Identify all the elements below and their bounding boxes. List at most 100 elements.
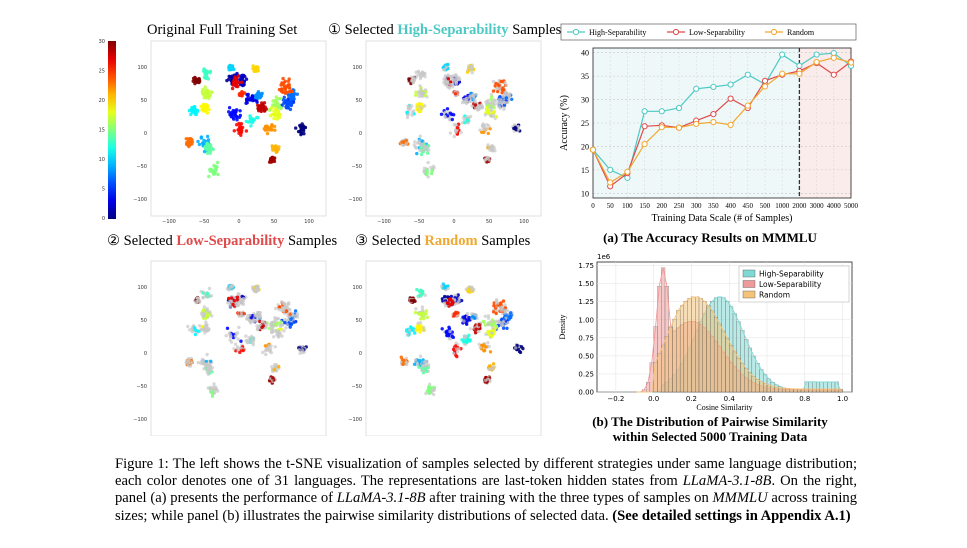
accuracy-series-line	[592, 52, 852, 179]
tsne-point	[421, 328, 426, 332]
histogram-bar	[751, 376, 756, 393]
tsne-point	[497, 97, 502, 102]
tsne-y-tick-label: −100	[348, 417, 362, 423]
accuracy-x-axis-label: Training Data Scale (# of Samples)	[652, 213, 793, 224]
tsne-point	[447, 325, 451, 329]
tsne-point	[231, 284, 235, 289]
tsne-point	[456, 311, 460, 315]
tsne-x-tick-label: −50	[199, 219, 210, 225]
tsne-point	[231, 115, 235, 120]
tsne-point	[514, 126, 518, 131]
tsne-point	[202, 305, 207, 309]
accuracy-point	[641, 123, 648, 130]
tsne-point	[204, 320, 208, 324]
histogram-legend-label: Random	[759, 291, 790, 300]
tsne-point	[263, 344, 268, 348]
tsne-point	[282, 329, 286, 333]
histogram-bar	[661, 344, 666, 393]
tsne-point	[426, 151, 430, 155]
tsne-point	[417, 72, 421, 77]
tsne-point	[196, 139, 200, 144]
accuracy-point	[727, 121, 734, 128]
tsne-point	[278, 96, 283, 101]
tsne-point	[415, 287, 419, 292]
tsne-point	[247, 319, 252, 323]
tsne-point	[447, 337, 452, 341]
tsne-point	[199, 135, 204, 139]
histogram-bar	[725, 338, 730, 393]
tsne-point	[506, 320, 510, 325]
tsne-point	[448, 329, 452, 334]
tsne-low-suffix: Samples	[284, 233, 338, 249]
tsne-x-tick-label: −100	[377, 219, 391, 225]
tsne-point	[478, 345, 483, 350]
tsne-point	[450, 82, 454, 87]
tsne-point	[238, 350, 242, 355]
tsne-x-tick-label: −100	[162, 219, 176, 225]
histogram-scale-label: 1e6	[597, 253, 611, 261]
tsne-point	[488, 350, 493, 354]
accuracy-point	[693, 120, 700, 128]
tsne-point	[210, 90, 214, 94]
tsne-point	[432, 166, 436, 170]
tsne-point	[283, 87, 288, 92]
colorbar-tick-label: 20	[99, 98, 105, 104]
tsne-point	[497, 102, 501, 106]
tsne-point	[272, 324, 276, 328]
tsne-point	[227, 110, 231, 114]
tsne-point	[450, 334, 454, 339]
tsne-point	[237, 325, 241, 330]
tsne-point	[241, 296, 246, 301]
tsne-point	[246, 120, 251, 124]
tsne-point	[421, 148, 425, 153]
tsne-x-tick-label: −50	[414, 219, 425, 225]
tsne-point	[499, 79, 503, 83]
histogram-legend-swatch	[742, 269, 756, 278]
tsne-point	[204, 88, 208, 92]
tsne-point	[199, 312, 204, 316]
tsne-point	[230, 86, 235, 91]
tsne-point	[424, 309, 429, 313]
tsne-point	[462, 335, 467, 339]
accuracy-x-tick-label: 2000	[792, 202, 807, 210]
histogram-x-tick-label: 1.0	[837, 395, 848, 403]
tsne-y-tick-label: 50	[141, 318, 147, 324]
tsne-point	[417, 102, 421, 106]
tsne-point	[463, 121, 467, 125]
accuracy-point	[830, 54, 837, 61]
tsne-point	[472, 316, 477, 320]
tsne-point	[418, 317, 423, 321]
tsne-point	[431, 392, 436, 397]
tsne-point	[246, 314, 250, 318]
histogram-bar	[687, 298, 692, 393]
accuracy-line-chart: 40 35 30 25 20 15 100 50 100 150 200 250 300 350 400 45…	[559, 23, 859, 224]
tsne-point	[188, 328, 192, 332]
tsne-point	[260, 101, 264, 105]
accuracy-x-tick-label: 150	[639, 202, 650, 210]
tsne-point	[206, 372, 210, 376]
tsne-point	[239, 311, 244, 316]
tsne-point	[210, 314, 214, 318]
tsne-point	[270, 112, 275, 117]
tsne-point	[462, 319, 466, 323]
colorbar-tick-label: 10	[99, 157, 105, 163]
accuracy-point	[744, 102, 751, 109]
tsne-point	[273, 329, 277, 333]
tsne-point	[287, 93, 291, 98]
tsne-point	[261, 350, 265, 355]
tsne-point	[501, 299, 506, 303]
tsne-y-tick-label: −100	[133, 417, 147, 423]
tsne-point	[504, 91, 509, 95]
tsne-x-tick-label: 100	[304, 219, 314, 225]
accuracy-legend-box	[560, 23, 857, 41]
tsne-point	[200, 141, 205, 145]
tsne-point	[475, 316, 479, 321]
accuracy-point	[779, 51, 786, 58]
accuracy-point	[658, 108, 665, 115]
tsne-point	[275, 104, 279, 108]
tsne-point	[419, 324, 423, 328]
tsne-point	[276, 316, 280, 321]
accuracy-point	[675, 124, 683, 131]
histogram-bar	[759, 381, 764, 393]
